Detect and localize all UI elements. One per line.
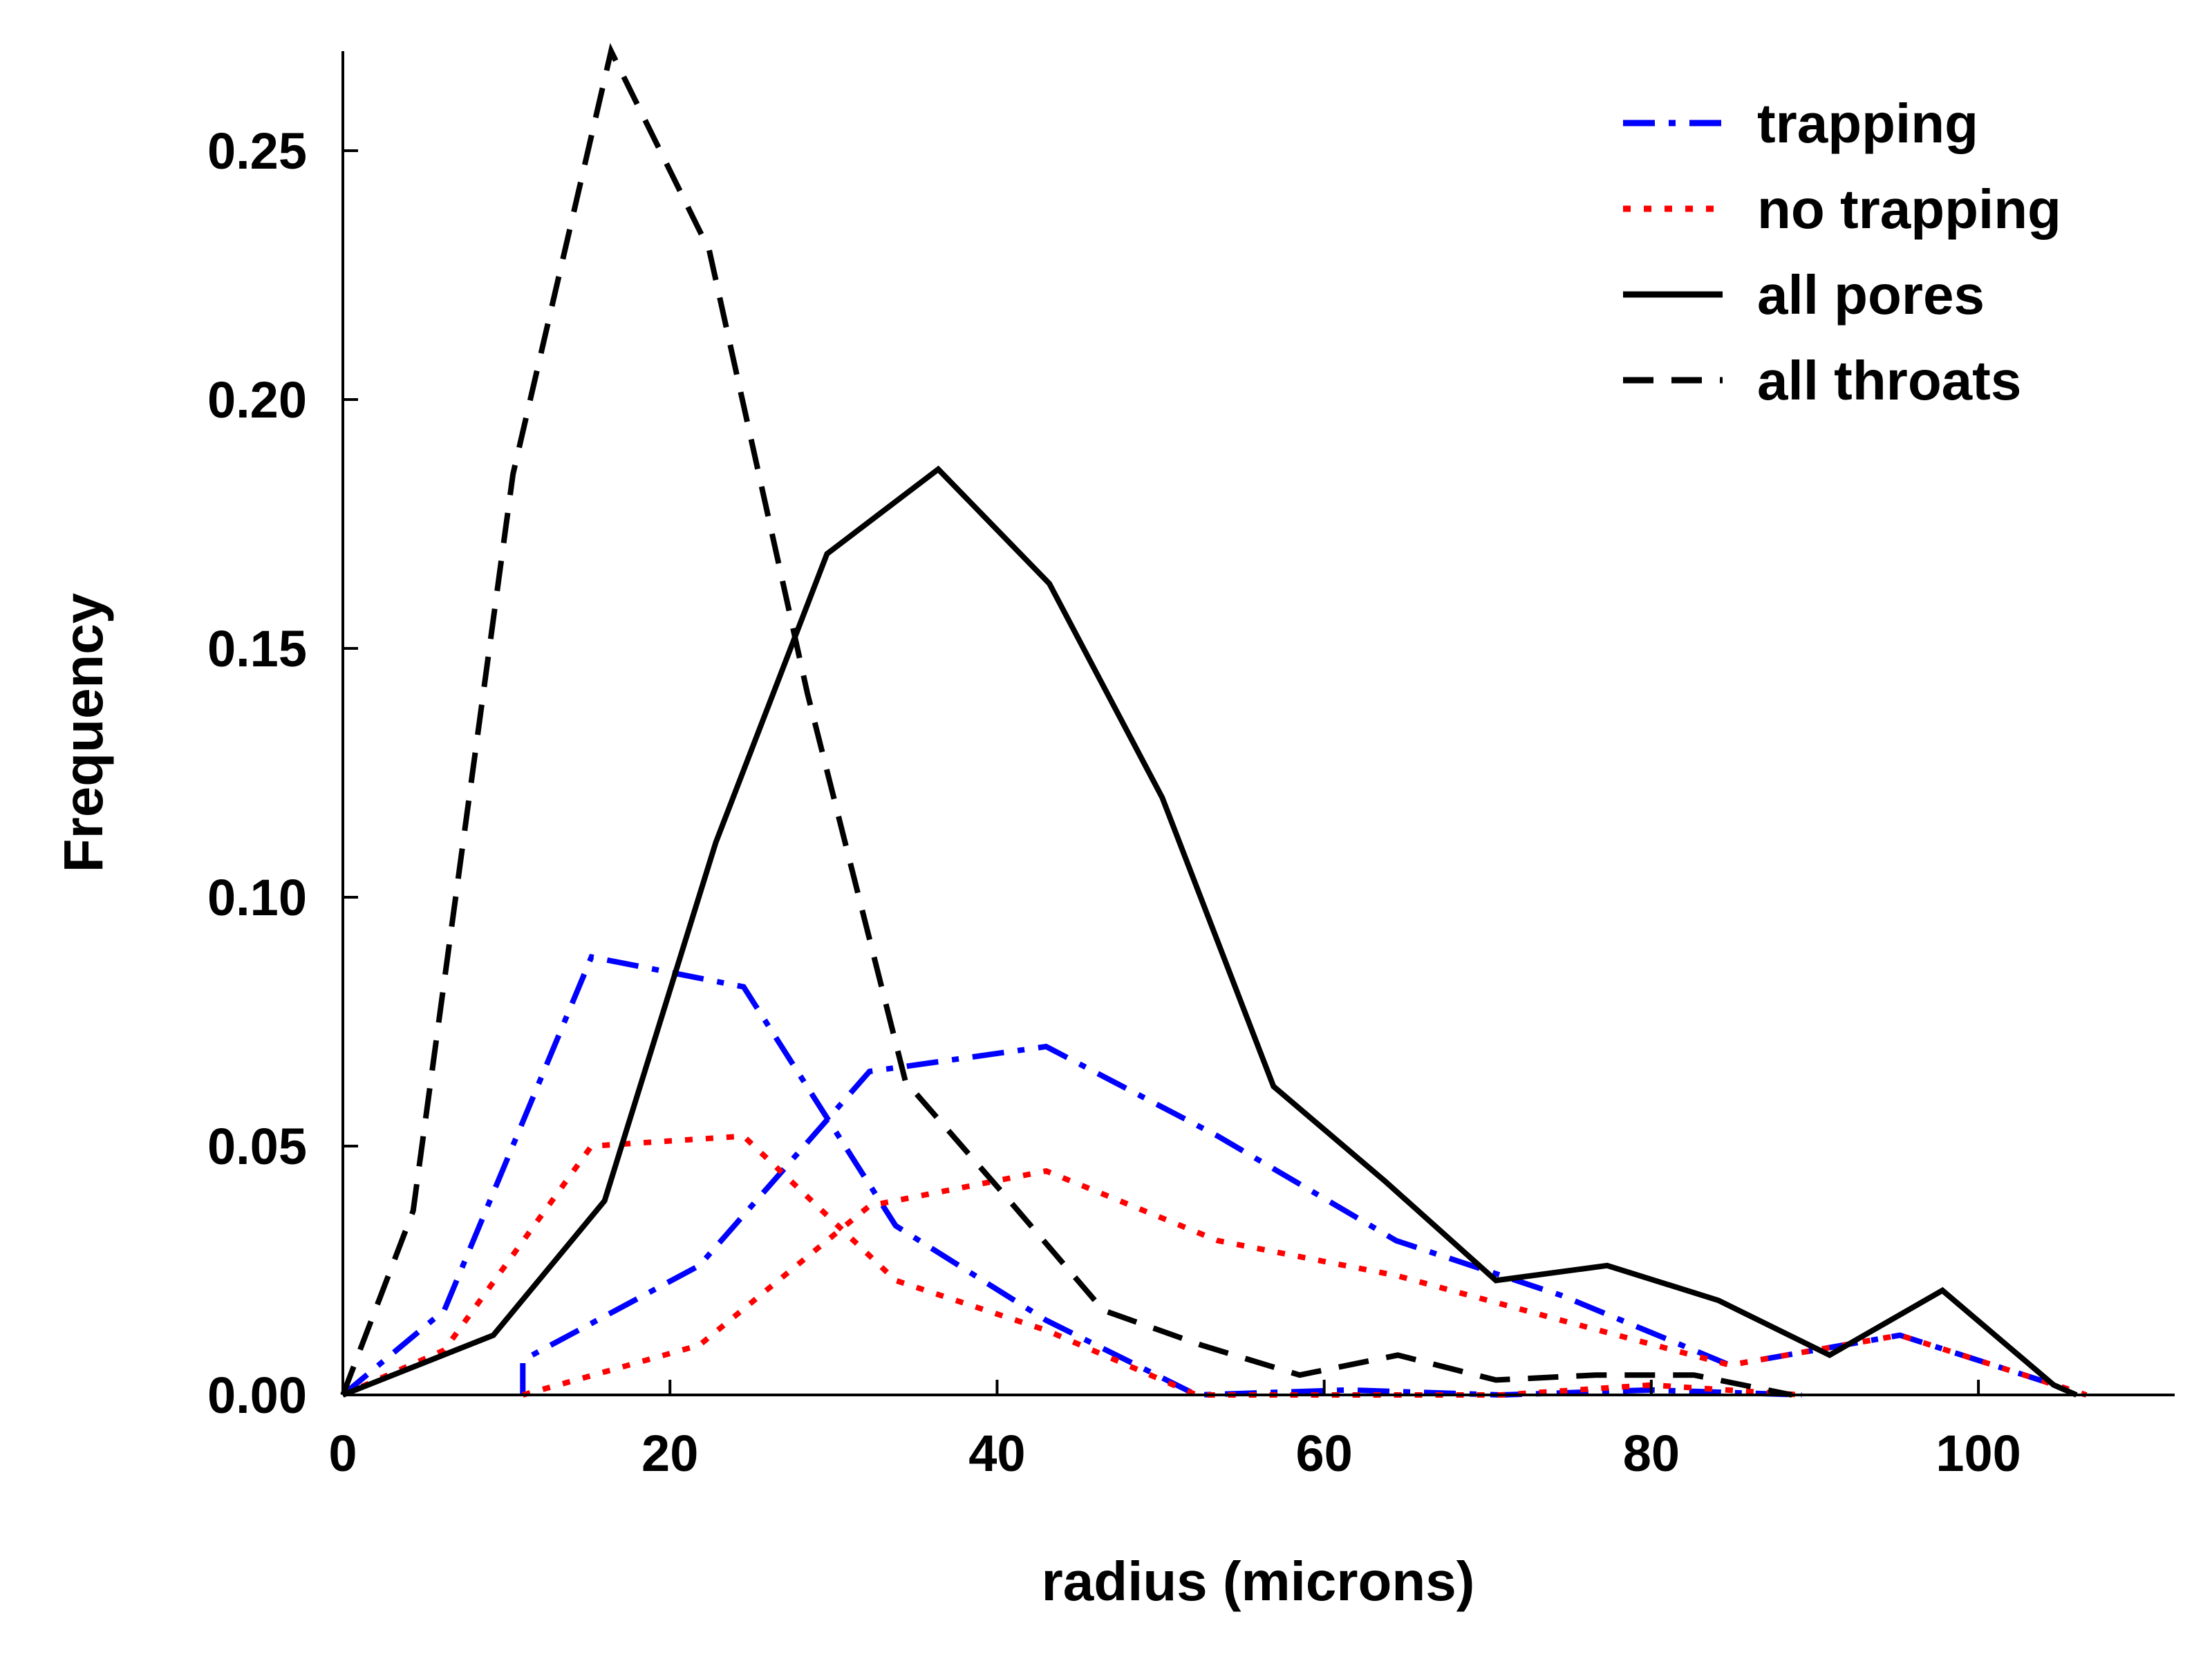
y-tick-label: 0.25 <box>207 122 307 180</box>
axes-layer <box>341 51 2175 1396</box>
ticks-layer: 0 20 40 60 80 100 0.00 0.05 0.10 0.15 0.20 0.25 <box>207 122 2021 1482</box>
x-axis-title: radius (microns) <box>1042 1550 1475 1612</box>
legend-label-trapping: trapping <box>1757 93 1978 154</box>
legend-label-all-throats: all throats <box>1757 350 2021 411</box>
x-tick-label: 60 <box>1295 1425 1352 1482</box>
x-tick-label: 40 <box>968 1425 1025 1482</box>
series-line-all-throats-1 <box>340 43 1793 1398</box>
y-axis-title: Frequency <box>53 592 114 872</box>
series-line-all-pores-1 <box>341 465 2078 1398</box>
x-tick-label: 20 <box>641 1425 698 1482</box>
x-tick-label: 0 <box>328 1425 357 1482</box>
y-tick-label: 0.00 <box>207 1367 307 1424</box>
legend-label-all-pores: all pores <box>1757 264 1985 326</box>
series-layer <box>340 43 2088 1398</box>
y-tick-label: 0.15 <box>207 620 307 677</box>
legend: trapping no trapping all pores all throats <box>1623 93 2061 411</box>
x-tick-label: 80 <box>1623 1425 1680 1482</box>
series-line-trapping-1 <box>341 953 1802 1398</box>
y-tick-label: 0.05 <box>207 1118 307 1175</box>
y-tick-label: 0.10 <box>207 869 307 926</box>
x-tick-label: 100 <box>1936 1425 2021 1482</box>
series-line-no-trapping-2 <box>522 1168 2088 1398</box>
y-tick-label: 0.20 <box>207 371 307 429</box>
legend-label-no-trapping: no trapping <box>1757 178 2061 240</box>
